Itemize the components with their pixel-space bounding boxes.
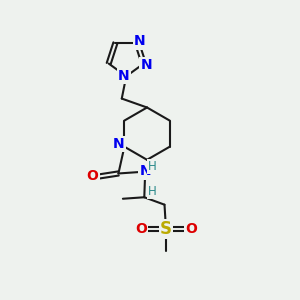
Text: N: N	[140, 58, 152, 72]
Text: N: N	[113, 137, 125, 151]
Text: H: H	[148, 185, 157, 198]
Text: N: N	[140, 164, 151, 178]
Text: S: S	[160, 220, 172, 238]
Text: O: O	[135, 222, 147, 236]
Text: H: H	[148, 160, 157, 173]
Text: N: N	[118, 69, 130, 83]
Text: O: O	[185, 222, 197, 236]
Text: O: O	[87, 169, 98, 184]
Text: N: N	[134, 34, 146, 49]
